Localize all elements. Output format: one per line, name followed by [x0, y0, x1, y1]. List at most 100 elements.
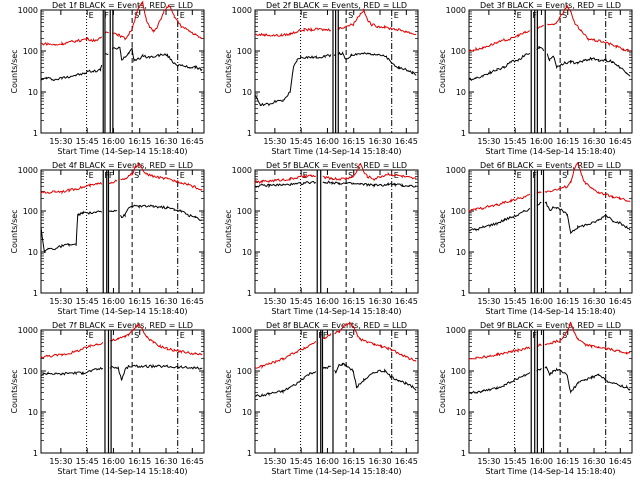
marker-label: E: [180, 171, 185, 180]
x-tick-label: 16:15: [342, 137, 365, 146]
y-tick-label: 1000: [232, 6, 252, 15]
x-axis-label: Start Time (14-Sep-14 15:18:40): [485, 467, 615, 476]
x-tick-label: 16:15: [128, 457, 151, 466]
y-tick-label: 10: [456, 248, 466, 257]
plot-frame: [40, 329, 205, 454]
events-series-line: [40, 204, 203, 253]
marker-label: S: [134, 11, 139, 20]
x-tick-label: 16:45: [395, 457, 418, 466]
x-tick-label: 15:45: [504, 297, 527, 306]
x-tick-label: 15:45: [76, 297, 99, 306]
x-tick-label: 15:45: [290, 137, 313, 146]
events-series-line: [254, 180, 417, 189]
y-tick-label: 10: [28, 88, 38, 97]
plot-frame: [468, 329, 633, 454]
y-tick-label: 100: [23, 367, 38, 376]
panel-title: Det 9f BLACK = Events, RED = LLD: [480, 321, 621, 330]
y-tick-label: 1: [33, 449, 38, 458]
marker-label: E: [180, 331, 185, 340]
y-tick-label: 1: [461, 289, 466, 298]
x-tick-label: 16:00: [102, 457, 125, 466]
x-tick-label: 16:00: [530, 297, 553, 306]
x-tick-label: 16:15: [556, 137, 579, 146]
panel-title: Det 4f BLACK = Events, RED = LLD: [52, 161, 193, 170]
x-tick-label: 16:15: [342, 457, 365, 466]
marker-label: E: [517, 171, 522, 180]
events-series-line: [254, 362, 417, 398]
x-tick-label: 16:15: [128, 137, 151, 146]
x-tick-label: 15:45: [76, 137, 99, 146]
events-series-line: [468, 45, 631, 81]
panel-title: Det 3f BLACK = Events, RED = LLD: [480, 1, 621, 10]
x-tick-label: 16:00: [316, 297, 339, 306]
x-tick-label: 16:15: [556, 297, 579, 306]
x-tick-label: 16:00: [102, 297, 125, 306]
marker-label: S: [348, 11, 353, 20]
x-tick-label: 16:45: [181, 457, 204, 466]
x-tick-label: 16:00: [530, 137, 553, 146]
marker-label: E: [517, 11, 522, 20]
lld-series-line: [468, 5, 631, 53]
plot-panel: Det 9f BLACK = Events, RED = LLDESEF1101…: [438, 321, 633, 476]
y-axis-label: Counts/sec: [10, 209, 19, 253]
x-tick-label: 16:30: [582, 137, 605, 146]
marker-label: E: [394, 331, 399, 340]
x-axis-label: Start Time (14-Sep-14 15:18:40): [271, 307, 401, 316]
x-axis-label: Start Time (14-Sep-14 15:18:40): [485, 147, 615, 156]
x-tick-label: 15:30: [49, 457, 72, 466]
y-tick-label: 1: [247, 289, 252, 298]
plot-panel: Det 4f BLACK = Events, RED = LLDESEFF110…: [10, 161, 205, 316]
panel-title: Det 5f BLACK = Events, RED = LLD: [266, 161, 407, 170]
x-tick-label: 16:45: [181, 297, 204, 306]
x-axis-label: Start Time (14-Sep-14 15:18:40): [271, 467, 401, 476]
y-tick-label: 1000: [232, 166, 252, 175]
marker-label: E: [608, 11, 613, 20]
x-tick-label: 15:30: [263, 297, 286, 306]
plot-frame: [468, 9, 633, 134]
y-tick-label: 10: [28, 248, 38, 257]
x-tick-label: 16:30: [582, 297, 605, 306]
x-tick-label: 16:15: [556, 457, 579, 466]
plot-frame: [40, 169, 205, 294]
y-tick-label: 1: [461, 449, 466, 458]
marker-label: E: [517, 331, 522, 340]
marker-label: S: [348, 331, 353, 340]
marker-label: E: [608, 331, 613, 340]
y-axis-label: Counts/sec: [224, 209, 233, 253]
plot-frame: [254, 169, 419, 294]
panel-title: Det 6f BLACK = Events, RED = LLD: [480, 161, 621, 170]
x-tick-label: 16:00: [316, 457, 339, 466]
panel-title: Det 1f BLACK = Events, RED = LLD: [52, 1, 193, 10]
events-series-line: [40, 363, 203, 381]
x-tick-label: 15:30: [477, 457, 500, 466]
x-axis-label: Start Time (14-Sep-14 15:18:40): [271, 147, 401, 156]
y-tick-label: 100: [237, 367, 252, 376]
marker-label: S: [562, 171, 567, 180]
y-tick-label: 1: [33, 289, 38, 298]
panel-title: Det 8f BLACK = Events, RED = LLD: [266, 321, 407, 330]
y-tick-label: 1000: [232, 326, 252, 335]
lld-series-line: [254, 8, 417, 38]
y-axis-label: Counts/sec: [224, 369, 233, 413]
x-tick-label: 15:30: [477, 297, 500, 306]
y-tick-label: 10: [456, 88, 466, 97]
x-tick-label: 16:30: [154, 137, 177, 146]
plot-panel: Det 8f BLACK = Events, RED = LLDESEFF110…: [224, 321, 419, 476]
plot-frame: [254, 329, 419, 454]
events-series-line: [40, 46, 203, 82]
x-tick-label: 16:00: [316, 137, 339, 146]
y-tick-label: 1000: [446, 326, 466, 335]
x-tick-label: 16:30: [582, 457, 605, 466]
plot-panel: Det 6f BLACK = Events, RED = LLDESEF1101…: [438, 161, 633, 316]
y-tick-label: 10: [242, 248, 252, 257]
x-tick-label: 15:30: [477, 137, 500, 146]
lld-series-line: [40, 323, 203, 359]
y-axis-label: Counts/sec: [438, 49, 447, 93]
panel-title: Det 2f BLACK = Events, RED = LLD: [266, 1, 407, 10]
y-tick-label: 1000: [18, 166, 38, 175]
y-axis-label: Counts/sec: [10, 369, 19, 413]
